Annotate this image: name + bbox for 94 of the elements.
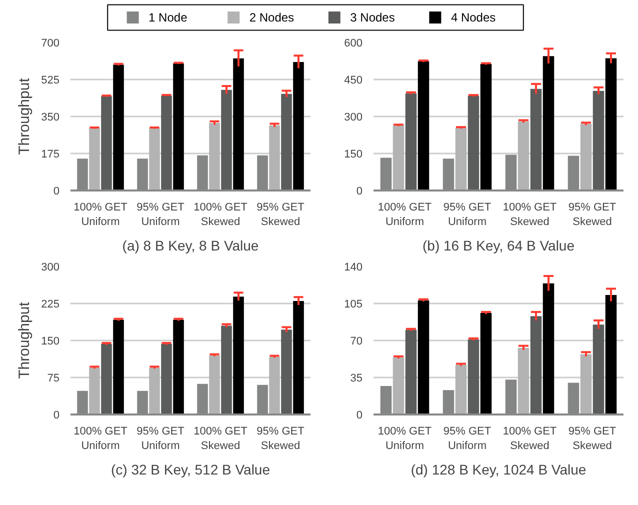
y-tick-label: 0: [53, 186, 60, 198]
bar: [518, 348, 530, 414]
y-tick-label: 350: [41, 112, 60, 124]
bar: [269, 125, 280, 190]
x-tick-label: 100% GET Uniform: [74, 202, 128, 228]
bar: [293, 301, 304, 414]
y-tick-label: 0: [53, 410, 60, 422]
bar: [173, 320, 184, 414]
bar: [101, 96, 112, 190]
bar: [113, 320, 124, 414]
text: (b) 16 B Key, 64 B Value: [422, 238, 575, 254]
bar: [605, 295, 617, 414]
x-tick-label: 100% GET Uniform: [378, 426, 432, 452]
text: (d) 128 B Key, 1024 B Value: [410, 462, 586, 478]
bar: [605, 58, 617, 190]
bar: [542, 56, 554, 190]
bar: [149, 128, 160, 190]
bar: [161, 96, 172, 190]
y-tick-label: 175: [41, 148, 60, 160]
bar: [392, 357, 404, 414]
x-tick-label: 95% GET Uniform: [136, 202, 185, 228]
bar: [113, 64, 124, 190]
bar: [418, 61, 430, 190]
bar: [293, 62, 304, 190]
bar: [542, 283, 554, 414]
y-tick-label: 600: [344, 38, 363, 50]
y-tick-label: 0: [356, 186, 363, 198]
y-tick-label: 105: [344, 298, 363, 310]
y-tick-label: 150: [344, 148, 363, 160]
bar: [221, 326, 232, 414]
text: (a) 8 B Key, 8 B Value: [122, 238, 259, 254]
bar: [209, 123, 220, 190]
y-axis-title: Throughput: [16, 301, 34, 379]
y-tick-label: 75: [47, 372, 60, 384]
y-tick-label: 225: [41, 298, 60, 310]
x-tick-label: 100% GET Skewed: [194, 426, 248, 452]
legend-label: 3 Nodes: [350, 10, 395, 24]
bar: [392, 125, 404, 190]
bar: [161, 344, 172, 414]
bar: [173, 63, 184, 190]
y-tick-label: 70: [350, 336, 363, 348]
bar: [405, 330, 417, 414]
bar: [518, 121, 530, 190]
x-tick-label: 100% GET Uniform: [378, 202, 432, 228]
x-tick-label: 95% GET Skewed: [256, 426, 305, 452]
legend-label: 4 Nodes: [450, 10, 496, 24]
bar: [530, 88, 542, 190]
x-tick-label: 100% GET Skewed: [194, 202, 248, 228]
bar: [468, 96, 480, 190]
bar: [281, 330, 292, 414]
bar: [233, 58, 244, 190]
x-tick-label: 95% GET Skewed: [256, 202, 305, 228]
bar: [580, 354, 592, 414]
x-tick-label: 95% GET Uniform: [136, 426, 185, 452]
y-tick-label: 525: [41, 74, 60, 86]
bar: [233, 296, 244, 414]
bar: [468, 339, 480, 414]
y-tick-label: 700: [41, 38, 60, 50]
y-tick-label: 300: [344, 112, 363, 124]
text: (c) 32 B Key, 512 B Value: [110, 462, 270, 478]
bar: [149, 368, 160, 414]
y-tick-label: 140: [344, 262, 363, 274]
bar: [530, 316, 542, 414]
bar: [592, 324, 604, 414]
bar: [405, 93, 417, 190]
x-tick-label: 95% GET Uniform: [443, 426, 492, 452]
y-tick-label: 35: [350, 372, 363, 384]
bar: [101, 344, 112, 414]
bar: [89, 368, 100, 414]
y-tick-label: 150: [41, 336, 60, 348]
bar: [480, 64, 492, 190]
bar: [281, 94, 292, 190]
bar: [89, 128, 100, 190]
y-tick-label: 300: [41, 262, 60, 274]
x-tick-label: 95% GET Skewed: [568, 426, 616, 452]
x-tick-label: 95% GET Uniform: [443, 202, 492, 228]
x-tick-label: 100% GET Skewed: [502, 202, 557, 228]
y-tick-label: 450: [344, 74, 363, 86]
y-axis-title: Throughput: [16, 77, 34, 155]
bar: [480, 313, 492, 414]
bar: [221, 90, 232, 190]
x-tick-label: 100% GET Uniform: [74, 426, 128, 452]
bar: [418, 300, 430, 414]
bar: [580, 124, 592, 190]
bar: [592, 90, 604, 190]
bar: [269, 356, 280, 414]
bar: [455, 128, 467, 190]
bar: [209, 355, 220, 414]
legend-label: 2 Nodes: [249, 10, 294, 24]
y-tick-label: 0: [356, 410, 363, 422]
bar: [455, 364, 467, 414]
x-tick-label: 95% GET Skewed: [568, 202, 616, 228]
x-tick-label: 100% GET Skewed: [502, 426, 557, 452]
legend-label: 1 Node: [148, 10, 188, 24]
